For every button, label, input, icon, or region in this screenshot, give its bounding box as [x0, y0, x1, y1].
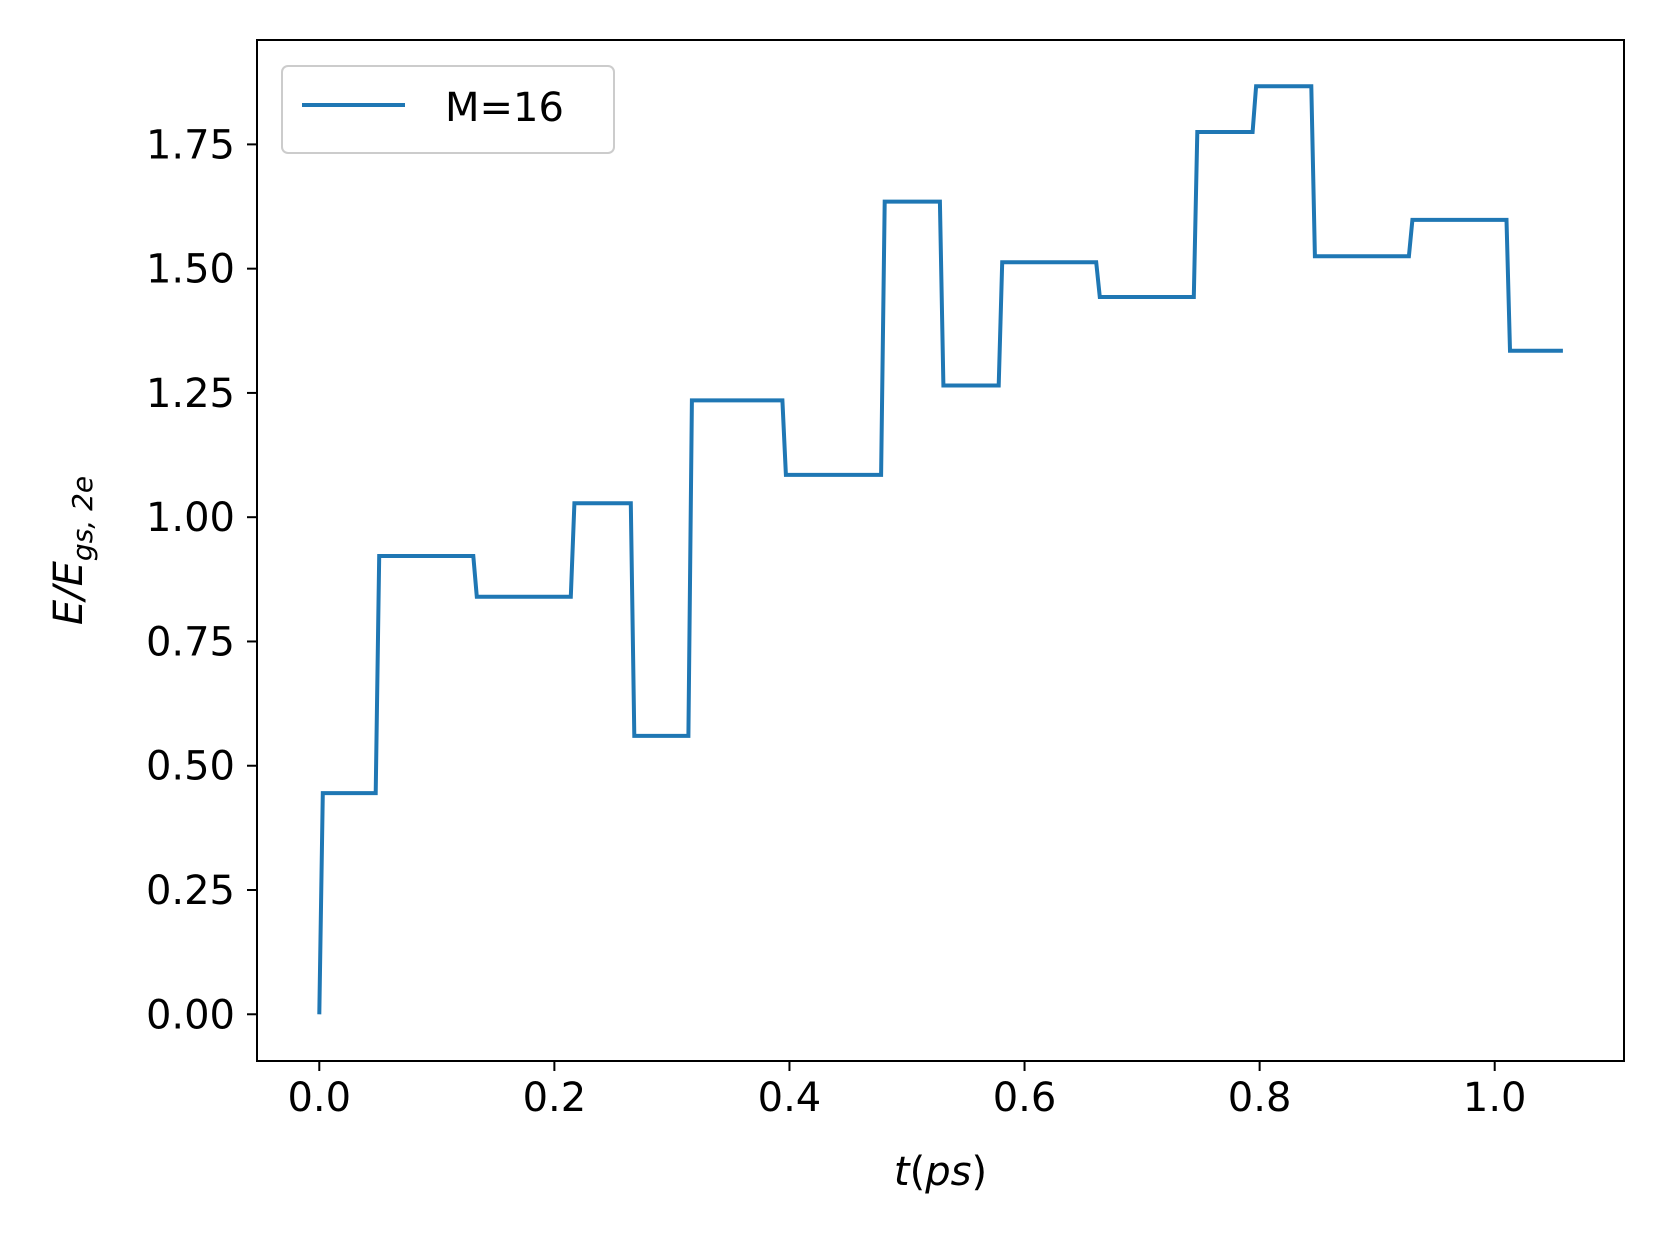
x-axis-label-paren-close: ) [971, 1149, 987, 1195]
legend-label: M=16 [445, 85, 564, 131]
y-tick-label: 1.75 [146, 122, 235, 168]
y-axis-label: E/Egs, 2e [46, 476, 99, 625]
y-axis: 0.00 0.25 0.50 0.75 1.00 1.25 1.50 1.75 [146, 122, 257, 1038]
x-tick-label: 1.0 [1463, 1075, 1527, 1121]
series-line [317, 84, 1563, 1015]
y-tick-label: 0.75 [146, 619, 235, 665]
x-tick-label: 0.2 [523, 1075, 587, 1121]
y-tick-label: 0.50 [146, 744, 235, 790]
plot-frame [256, 39, 1625, 1062]
x-axis: 0.0 0.2 0.4 0.6 0.8 1.0 [287, 1061, 1527, 1121]
y-tick-label: 1.00 [146, 495, 235, 541]
x-axis-label-paren-open: ( [910, 1149, 926, 1195]
x-axis-label-unit: ps [924, 1149, 971, 1195]
legend: M=16 [281, 65, 615, 154]
y-tick-label: 1.25 [146, 371, 235, 417]
x-tick-label: 0.6 [993, 1075, 1057, 1121]
y-tick-label: 0.25 [146, 868, 235, 914]
y-tick-label: 1.50 [146, 247, 235, 293]
x-axis-label: t(ps) [894, 1149, 987, 1195]
x-tick-label: 0.0 [287, 1075, 351, 1121]
y-axis-label-subscript: gs, 2e [66, 476, 99, 561]
x-tick-label: 0.8 [1228, 1075, 1292, 1121]
plot-area [317, 84, 1563, 1015]
x-tick-label: 0.4 [758, 1075, 822, 1121]
legend-box [281, 65, 615, 154]
x-axis-label-var: t [894, 1149, 911, 1195]
y-tick-label: 0.00 [146, 992, 235, 1038]
y-axis-label-main: E/E [46, 560, 92, 625]
